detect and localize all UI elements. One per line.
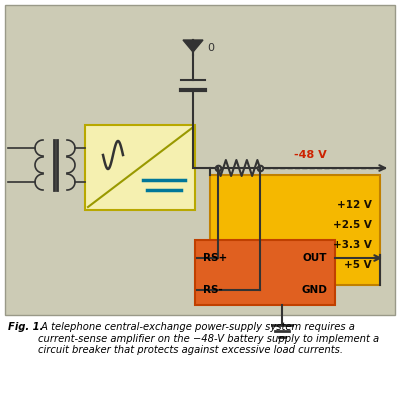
Text: RS+: RS+ [203, 253, 227, 263]
Text: 0: 0 [207, 43, 214, 53]
Text: +12 V: +12 V [337, 200, 372, 210]
Text: OUT: OUT [302, 253, 327, 263]
Text: +3.3 V: +3.3 V [333, 240, 372, 250]
Text: Fig. 1.: Fig. 1. [8, 322, 43, 332]
Text: +2.5 V: +2.5 V [333, 220, 372, 230]
Bar [5, 5, 395, 315]
Text: -48 V: -48 V [294, 150, 326, 160]
Bar [85, 125, 195, 210]
Text: +5 V: +5 V [344, 260, 372, 270]
Bar [210, 175, 380, 285]
Text: A telephone central-exchange power-supply system requires a
current-sense amplif: A telephone central-exchange power-suppl… [38, 322, 379, 355]
Text: GND: GND [301, 285, 327, 295]
Polygon shape [183, 40, 203, 52]
Bar [195, 240, 335, 305]
Text: RS-: RS- [203, 285, 223, 295]
